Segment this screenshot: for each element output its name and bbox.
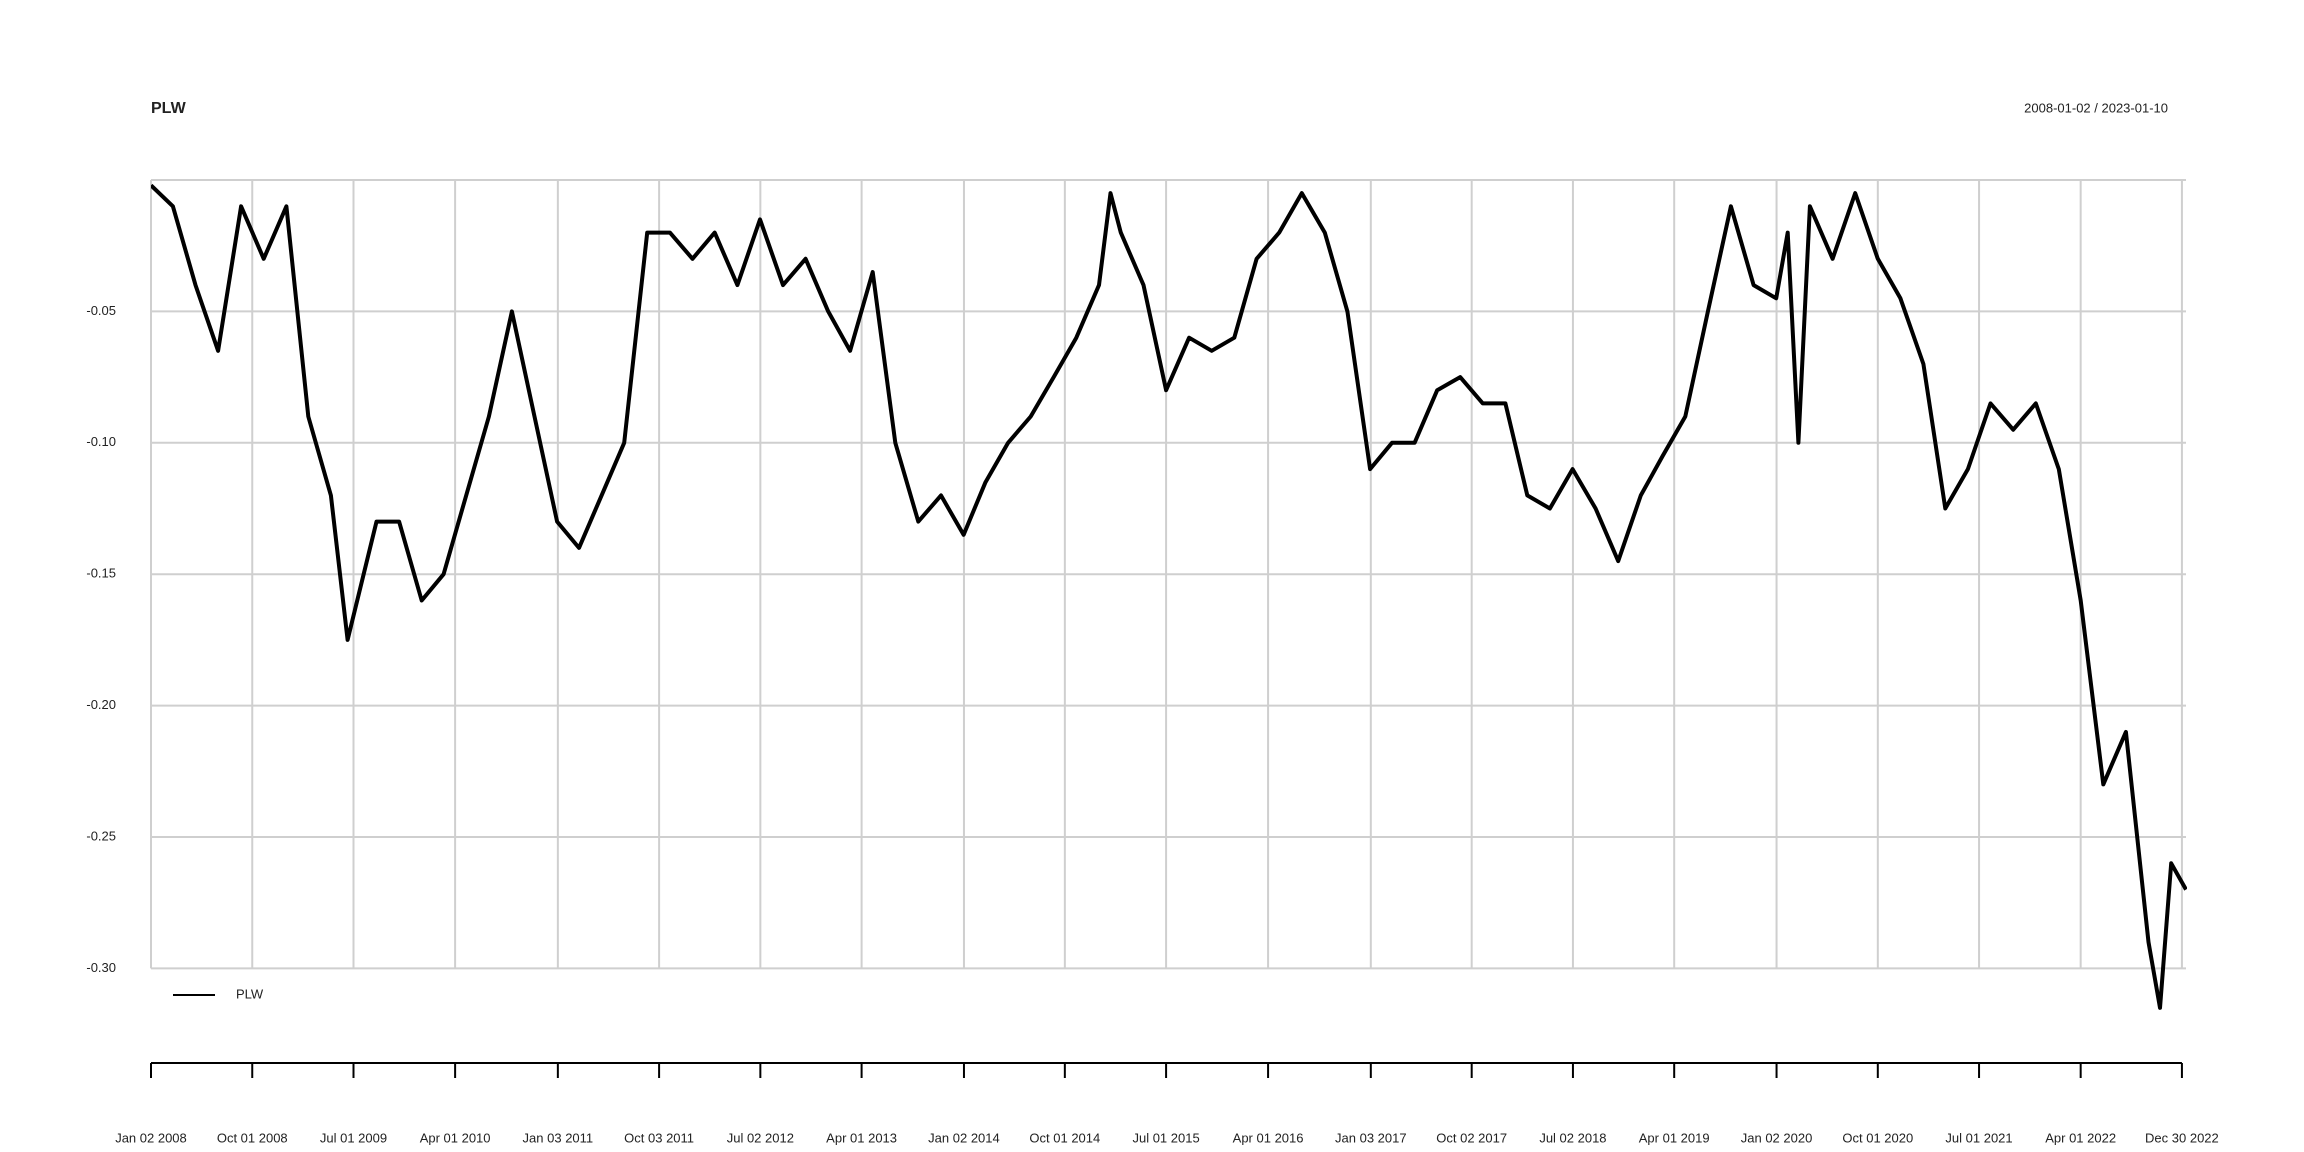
- x-tick-label: Jan 02 2020: [1741, 1130, 1813, 1145]
- x-tick-label: Apr 01 2019: [1639, 1130, 1710, 1145]
- x-tick-label: Jul 02 2012: [727, 1130, 794, 1145]
- grid: [150, 179, 2186, 970]
- x-tick-label: Apr 01 2016: [1233, 1130, 1304, 1145]
- y-tick-label: -0.15: [86, 566, 116, 581]
- x-tick-label: Jul 02 2018: [1539, 1130, 1606, 1145]
- axes: -0.05 -0.10 -0.15 -0.20 -0.25 -0.30 Jan 02 200…: [86, 303, 2218, 1146]
- x-tick-label: Oct 02 2017: [1436, 1130, 1507, 1145]
- x-tick-label: Oct 01 2008: [217, 1130, 288, 1145]
- x-tick-label: Jan 03 2011: [523, 1130, 594, 1145]
- y-tick-label: -0.30: [86, 960, 116, 975]
- x-tick-label: Jan 02 2008: [115, 1130, 187, 1145]
- plot-area: [151, 183, 2187, 1010]
- x-tick-label: Jul 01 2009: [320, 1130, 387, 1145]
- x-tick-label: Jul 01 2015: [1132, 1130, 1199, 1145]
- x-tick-label: Oct 01 2014: [1029, 1130, 1100, 1145]
- x-tick-label: Apr 01 2013: [826, 1130, 897, 1145]
- x-tick-label: Oct 01 2020: [1842, 1130, 1913, 1145]
- y-tick-label: -0.05: [86, 303, 116, 318]
- y-tick-label: -0.25: [86, 828, 116, 843]
- legend-label: PLW: [236, 986, 264, 1001]
- x-tick-label: Dec 30 2022: [2145, 1130, 2219, 1145]
- y-tick-label: -0.20: [86, 697, 116, 712]
- x-tick-label: Apr 01 2022: [2045, 1130, 2116, 1145]
- x-tick-label: Jan 03 2017: [1335, 1130, 1407, 1145]
- chart-subtitle: 2008-01-02 / 2023-01-10: [2024, 100, 2168, 115]
- x-tick-label: Jul 01 2021: [1945, 1130, 2012, 1145]
- y-tick-label: -0.10: [86, 434, 116, 449]
- x-tick-label: Apr 01 2010: [420, 1130, 491, 1145]
- chart-title: PLW: [151, 100, 187, 117]
- x-tick-label: Jan 02 2014: [928, 1130, 1000, 1145]
- x-tick-label: Oct 03 2011: [624, 1130, 694, 1145]
- data-line: [151, 183, 2187, 1010]
